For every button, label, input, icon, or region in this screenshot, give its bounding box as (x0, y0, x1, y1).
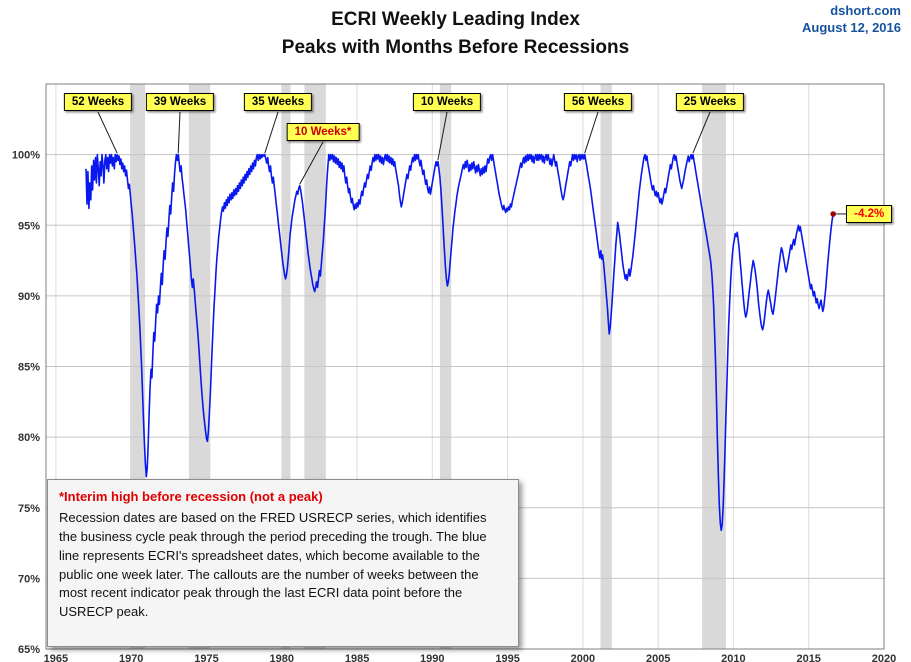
callout-connector (299, 141, 324, 185)
x-tick-label: 2010 (721, 653, 745, 662)
callout-connector (584, 111, 599, 154)
callout-39-weeks: 39 Weeks (145, 93, 215, 111)
callout-connector (264, 111, 279, 154)
y-tick-label: 65% (18, 644, 40, 656)
chart-header: ECRI Weekly Leading Index Peaks with Mon… (0, 6, 911, 62)
callout-connector (97, 111, 118, 154)
latest-value-label: -4.2% (846, 204, 893, 223)
x-tick-label: 2005 (646, 653, 670, 662)
source-attribution: dshort.com August 12, 2016 (802, 2, 901, 36)
y-tick-label: 70% (18, 573, 40, 585)
x-tick-label: 2020 (872, 653, 896, 662)
note-title: *Interim high before recession (not a pe… (59, 489, 323, 504)
source-date: August 12, 2016 (802, 20, 901, 35)
callout-connector (692, 111, 711, 154)
y-tick-label: 75% (18, 503, 40, 515)
x-tick-label: 2015 (796, 653, 820, 662)
note-box: *Interim high before recession (not a pe… (47, 479, 519, 647)
x-tick-label: 1965 (44, 653, 68, 662)
callout-56-weeks: 56 Weeks (563, 93, 633, 111)
source-site: dshort.com (830, 3, 901, 18)
callout-connector (437, 111, 448, 161)
callout-25-weeks: 25 Weeks (675, 93, 745, 111)
y-tick-label: 90% (18, 291, 40, 303)
y-tick-label: 80% (18, 432, 40, 444)
x-tick-label: 2000 (571, 653, 595, 662)
callout-52-weeks: 52 Weeks (63, 93, 133, 111)
callout-10-weeks: 10 Weeks (412, 93, 482, 111)
y-tick-label: 85% (18, 362, 40, 374)
x-tick-label: 1970 (119, 653, 143, 662)
x-tick-label: 1995 (495, 653, 519, 662)
chart-title: ECRI Weekly Leading Index (331, 9, 580, 30)
note-body: Recession dates are based on the FRED US… (59, 510, 487, 620)
y-tick-label: 100% (12, 150, 40, 162)
latest-value-dot (830, 211, 836, 217)
x-tick-label: 1975 (194, 653, 218, 662)
x-tick-label: 1980 (270, 653, 294, 662)
callout-35-weeks: 35 Weeks (243, 93, 313, 111)
wli-line (85, 153, 834, 532)
callout-connector (177, 111, 181, 154)
callout-10-weeks: 10 Weeks* (286, 123, 360, 141)
x-tick-label: 1985 (345, 653, 369, 662)
chart-subtitle: Peaks with Months Before Recessions (281, 37, 630, 58)
plot-border (45, 83, 885, 650)
x-tick-label: 1990 (420, 653, 444, 662)
y-tick-label: 95% (18, 220, 40, 232)
